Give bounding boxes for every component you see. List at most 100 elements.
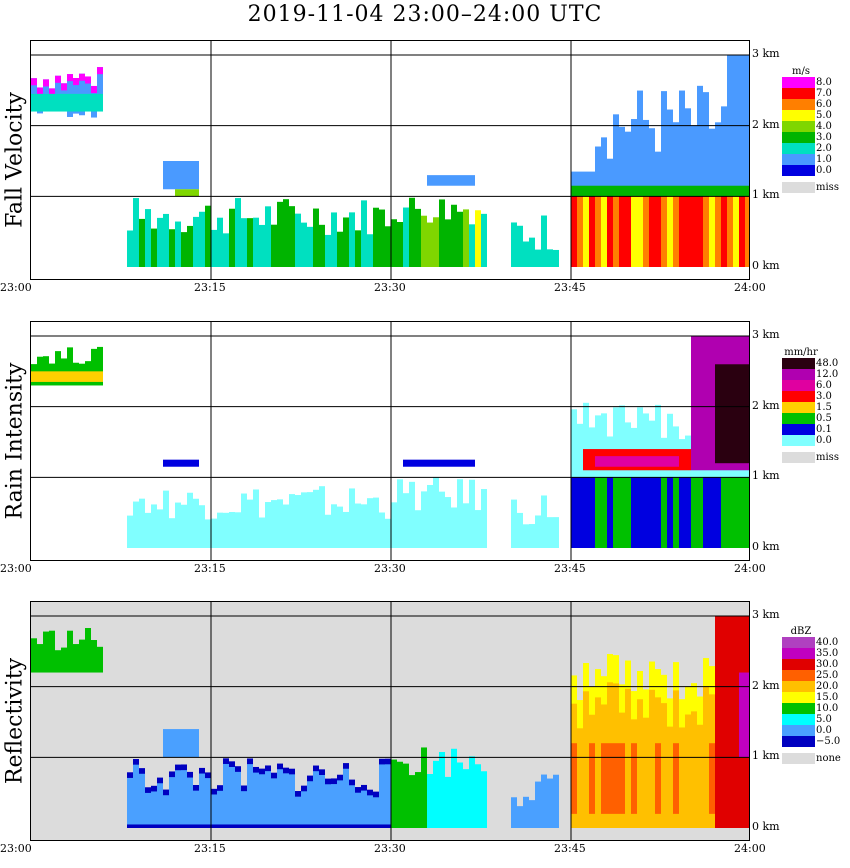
precip-column: [745, 196, 749, 267]
legend-swatch: [782, 369, 815, 380]
precip-column: [289, 206, 295, 267]
precip-column: [403, 207, 409, 267]
precip-column: [331, 784, 337, 825]
y-tick-label: 2 km: [752, 117, 780, 131]
precip-column: [181, 232, 187, 267]
x-tick-label: 23:00: [0, 562, 32, 575]
precip-column: [415, 772, 421, 828]
precip-column: [553, 249, 559, 267]
y-tick-label: 0 km: [752, 540, 780, 553]
precip-column: [169, 777, 175, 825]
precip-column: [643, 477, 649, 548]
echo-cell: [43, 371, 49, 382]
legend-label: 7.0: [816, 88, 832, 99]
legend-label: 1.5: [816, 402, 832, 413]
precip-column: [523, 796, 529, 828]
echo-cell: [643, 119, 649, 183]
precip-column: [433, 477, 439, 548]
precip-column: [691, 196, 697, 267]
precip-column: [151, 791, 157, 825]
precip-column: [733, 196, 739, 267]
echo-cell: [73, 78, 79, 86]
precip-column: [343, 217, 349, 267]
precip-column: [643, 743, 649, 814]
precip-column: [607, 743, 613, 814]
precip-column: [541, 495, 547, 548]
legend-label: 15.0: [816, 692, 839, 703]
echo-cell: [43, 79, 49, 87]
precip-column: [319, 774, 325, 825]
precip-column: [709, 196, 715, 267]
precip-column: [421, 215, 427, 267]
precip-column: [253, 772, 259, 825]
legend-label: 5.0: [816, 714, 832, 725]
precip-column: [631, 477, 637, 548]
precip-column: [709, 743, 715, 814]
precip-column: [679, 196, 685, 267]
precip-column: [667, 185, 673, 197]
precip-column: [679, 743, 685, 814]
precip-column: [535, 249, 541, 267]
precip-column: [247, 764, 253, 825]
echo-cell: [37, 356, 43, 386]
precip-column: [733, 185, 739, 197]
precip-column: [571, 743, 577, 814]
precip-column: [391, 759, 397, 828]
echo-cell: [403, 459, 475, 467]
precip-column: [199, 505, 205, 548]
precip-column: [133, 501, 139, 548]
precip-column: [469, 224, 475, 267]
precip-column: [601, 196, 607, 267]
echo-cell: [673, 122, 679, 183]
precip-column: [733, 477, 739, 548]
precip-column: [631, 185, 637, 197]
precip-column: [721, 477, 727, 548]
ylabel-rain-intensity: Rain Intensity: [2, 362, 28, 520]
precip-column: [451, 748, 457, 828]
echo-cell: [175, 189, 199, 197]
echo-cell: [91, 348, 97, 386]
precip-column: [727, 185, 733, 197]
legend-swatch: [782, 165, 815, 176]
echo-cell: [73, 644, 79, 673]
precip-column: [367, 234, 373, 267]
precip-column: [529, 800, 535, 828]
precip-column: [403, 763, 409, 828]
y-tick-label: 0 km: [752, 259, 780, 272]
echo-cell: [55, 650, 61, 673]
precip-column: [397, 221, 403, 267]
precip-column: [517, 225, 523, 267]
legend-swatch: [782, 132, 815, 143]
legend-swatch: [782, 424, 815, 435]
precip-column: [745, 477, 749, 548]
legend-swatch: [782, 692, 815, 703]
precip-column: [655, 196, 661, 267]
echo-cell: [703, 92, 709, 183]
legend-swatch: [782, 143, 815, 154]
precip-column: [433, 217, 439, 267]
precip-column: [547, 778, 553, 828]
precip-column: [667, 477, 673, 548]
precip-column: [571, 409, 577, 478]
echo-cell: [709, 128, 715, 183]
legend-missing-swatch: [782, 753, 815, 764]
precip-column: [661, 743, 667, 814]
precip-column: [475, 764, 481, 828]
legend-missing-label: miss: [816, 182, 839, 193]
precip-column: [511, 797, 517, 828]
precip-column: [343, 511, 349, 548]
echo-cell: [625, 131, 631, 183]
precip-column: [217, 217, 223, 267]
precip-column: [655, 404, 661, 478]
legend-unit: m/s: [792, 66, 810, 77]
precip-column: [229, 208, 235, 267]
legend-label: 0.5: [816, 413, 832, 424]
legend-label: 0.0: [816, 435, 832, 446]
legend-label: 6.0: [816, 380, 832, 391]
precip-column: [703, 743, 709, 814]
precip-column: [691, 477, 697, 548]
precip-column: [277, 769, 283, 825]
y-tick-label: 1 km: [752, 469, 780, 483]
precip-column: [367, 498, 373, 548]
precip-column: [529, 524, 535, 548]
